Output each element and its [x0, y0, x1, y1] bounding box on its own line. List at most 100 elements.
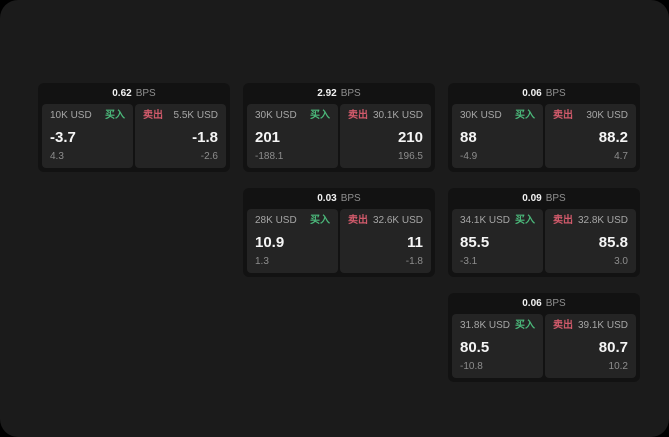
sell-panel-top: 卖出 30K USD [553, 111, 628, 121]
buy-badge[interactable]: 买入 [515, 215, 535, 226]
quote-card: 2.92 BPS 30K USD 买入 201 -188.1 卖出 30.1K … [243, 83, 435, 172]
sell-size-label: 32.8K USD [577, 215, 628, 226]
buy-panel-top: 30K USD 买入 [460, 111, 535, 121]
card-header: 0.06 BPS [448, 293, 640, 314]
sell-badge[interactable]: 卖出 [348, 215, 368, 226]
buy-panel-top: 30K USD 买入 [255, 111, 330, 121]
sell-price: 11 [407, 233, 423, 251]
buy-panel[interactable]: 10K USD 买入 -3.7 4.3 [42, 104, 133, 168]
card-header: 0.09 BPS [448, 188, 640, 209]
sell-panel[interactable]: 卖出 39.1K USD 80.7 10.2 [545, 314, 636, 378]
bps-unit-label: BPS [340, 87, 361, 99]
card-body: 34.1K USD 买入 85.5 -3.1 卖出 32.8K USD 85.8… [448, 209, 640, 277]
card-body: 30K USD 买入 201 -188.1 卖出 30.1K USD 210 1… [243, 104, 435, 172]
sell-sub-value: 4.7 [614, 151, 628, 162]
buy-price: 10.9 [255, 233, 285, 251]
card-header: 0.03 BPS [243, 188, 435, 209]
buy-panel[interactable]: 28K USD 买入 10.9 1.3 [247, 209, 338, 273]
buy-panel-top: 31.8K USD 买入 [460, 321, 535, 331]
bps-value: 0.62 [112, 87, 132, 99]
quotes-grid: 0.62 BPS 10K USD 买入 -3.7 4.3 卖出 5.5K USD… [38, 83, 640, 382]
buy-sub-value: -10.8 [460, 361, 483, 372]
bps-value: 0.09 [522, 192, 542, 204]
buy-price: 85.5 [460, 233, 490, 251]
bps-value: 2.92 [317, 87, 337, 99]
buy-sub-value: -188.1 [255, 151, 284, 162]
buy-panel[interactable]: 30K USD 买入 88 -4.9 [452, 104, 543, 168]
buy-badge[interactable]: 买入 [310, 215, 330, 226]
sell-panel-top: 卖出 30.1K USD [348, 111, 423, 121]
buy-panel[interactable]: 30K USD 买入 201 -188.1 [247, 104, 338, 168]
buy-price: 201 [255, 128, 281, 146]
buy-size-label: 10K USD [50, 110, 92, 121]
buy-price: 80.5 [460, 338, 490, 356]
sell-price: 88.2 [598, 128, 628, 146]
buy-badge[interactable]: 买入 [310, 110, 330, 121]
sell-size-label: 32.6K USD [372, 215, 423, 226]
buy-size-label: 34.1K USD [460, 215, 511, 226]
sell-badge[interactable]: 卖出 [348, 110, 368, 121]
bps-value: 0.06 [522, 297, 542, 309]
buy-price: 88 [460, 128, 477, 146]
sell-price: 85.8 [598, 233, 628, 251]
buy-panel-top: 28K USD 买入 [255, 216, 330, 226]
bps-value: 0.03 [317, 192, 337, 204]
quote-card: 0.06 BPS 30K USD 买入 88 -4.9 卖出 30K USD 8… [448, 83, 640, 172]
card-header: 0.06 BPS [448, 83, 640, 104]
bps-unit-label: BPS [135, 87, 156, 99]
quote-card: 0.06 BPS 31.8K USD 买入 80.5 -10.8 卖出 39.1… [448, 293, 640, 382]
sell-panel-top: 卖出 39.1K USD [553, 321, 628, 331]
bps-unit-label: BPS [340, 192, 361, 204]
buy-panel-top: 10K USD 买入 [50, 111, 125, 121]
buy-sub-value: -4.9 [460, 151, 478, 162]
card-body: 10K USD 买入 -3.7 4.3 卖出 5.5K USD -1.8 -2.… [38, 104, 230, 172]
buy-panel[interactable]: 34.1K USD 买入 85.5 -3.1 [452, 209, 543, 273]
sell-badge[interactable]: 卖出 [143, 110, 163, 121]
sell-panel[interactable]: 卖出 32.8K USD 85.8 3.0 [545, 209, 636, 273]
buy-panel-top: 34.1K USD 买入 [460, 216, 535, 226]
bps-unit-label: BPS [545, 297, 566, 309]
sell-price: -1.8 [192, 128, 218, 146]
card-body: 30K USD 买入 88 -4.9 卖出 30K USD 88.2 4.7 [448, 104, 640, 172]
card-header: 0.62 BPS [38, 83, 230, 104]
sell-price: 210 [397, 128, 423, 146]
buy-badge[interactable]: 买入 [515, 320, 535, 331]
sell-badge[interactable]: 卖出 [553, 215, 573, 226]
sell-panel[interactable]: 卖出 30.1K USD 210 196.5 [340, 104, 431, 168]
sell-badge[interactable]: 卖出 [553, 320, 573, 331]
buy-panel[interactable]: 31.8K USD 买入 80.5 -10.8 [452, 314, 543, 378]
sell-price: 80.7 [598, 338, 628, 356]
buy-badge[interactable]: 买入 [105, 110, 125, 121]
bps-value: 0.06 [522, 87, 542, 99]
quote-card: 0.03 BPS 28K USD 买入 10.9 1.3 卖出 32.6K US… [243, 188, 435, 277]
sell-sub-value: -1.8 [405, 256, 423, 267]
sell-size-label: 30K USD [586, 110, 628, 121]
sell-size-label: 5.5K USD [173, 110, 218, 121]
sell-size-label: 39.1K USD [577, 320, 628, 331]
buy-sub-value: 1.3 [255, 256, 269, 267]
buy-sub-value: 4.3 [50, 151, 64, 162]
quote-card: 0.09 BPS 34.1K USD 买入 85.5 -3.1 卖出 32.8K… [448, 188, 640, 277]
buy-size-label: 28K USD [255, 215, 297, 226]
buy-size-label: 30K USD [460, 110, 502, 121]
card-body: 28K USD 买入 10.9 1.3 卖出 32.6K USD 11 -1.8 [243, 209, 435, 277]
sell-panel[interactable]: 卖出 30K USD 88.2 4.7 [545, 104, 636, 168]
sell-panel[interactable]: 卖出 32.6K USD 11 -1.8 [340, 209, 431, 273]
sell-sub-value: 196.5 [397, 151, 423, 162]
sell-sub-value: 3.0 [614, 256, 628, 267]
buy-badge[interactable]: 买入 [515, 110, 535, 121]
bps-unit-label: BPS [545, 192, 566, 204]
sell-sub-value: -2.6 [200, 151, 218, 162]
buy-size-label: 31.8K USD [460, 320, 511, 331]
sell-sub-value: 10.2 [608, 361, 628, 372]
buy-sub-value: -3.1 [460, 256, 478, 267]
card-body: 31.8K USD 买入 80.5 -10.8 卖出 39.1K USD 80.… [448, 314, 640, 382]
sell-panel-top: 卖出 32.8K USD [553, 216, 628, 226]
bps-unit-label: BPS [545, 87, 566, 99]
card-header: 2.92 BPS [243, 83, 435, 104]
sell-panel[interactable]: 卖出 5.5K USD -1.8 -2.6 [135, 104, 226, 168]
sell-badge[interactable]: 卖出 [553, 110, 573, 121]
sell-size-label: 30.1K USD [372, 110, 423, 121]
sell-panel-top: 卖出 5.5K USD [143, 111, 218, 121]
